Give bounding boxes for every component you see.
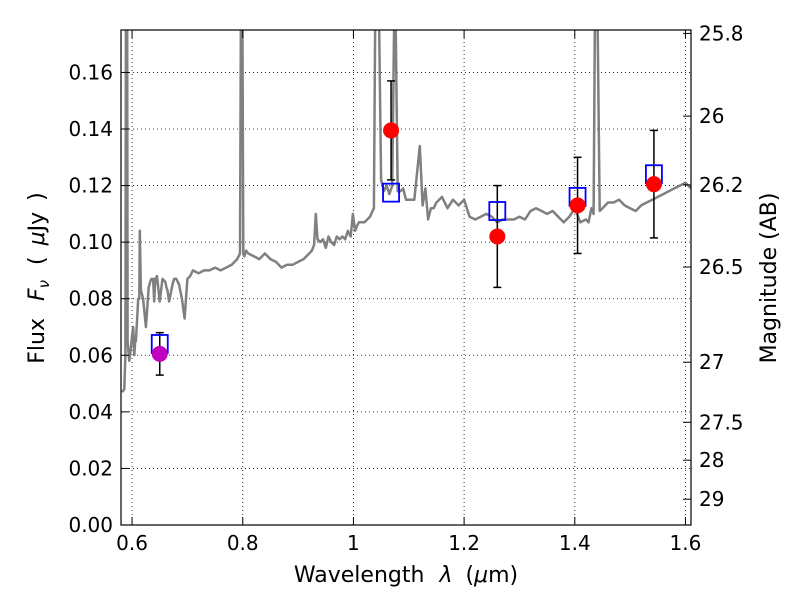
y-tick-label: 0.02 — [68, 456, 113, 480]
y-tick-label: 0.10 — [68, 230, 113, 254]
x-axis-label-text: Wavelength — [294, 563, 425, 588]
x-tick-label: 1.6 — [670, 531, 702, 555]
y-tick-label: 0.12 — [68, 174, 113, 198]
y-axis-label-unit-mu: μ — [25, 231, 50, 246]
magnitude-axis-label: Magnitude (AB) — [757, 193, 782, 364]
y-tick-label: 0.08 — [68, 287, 113, 311]
plot-frame — [120, 29, 692, 526]
model-spectrum-line — [121, 30, 691, 393]
x-axis-ticks: 0.6 0.8 1 1.2 1.4 1.6 — [116, 30, 701, 555]
y-axis-label-unit-open: ( — [25, 256, 50, 265]
y-axis-ticks: 0.00 0.02 0.04 0.06 0.08 0.10 0.12 0.14 0.16 — [68, 60, 129, 537]
magnitude-axis-ticks: 25.8 26 26.2 26.5 27 27.5 28 29 — [683, 21, 744, 511]
grid-lines — [121, 30, 691, 526]
magnitude-tick-label: 26.5 — [699, 255, 744, 279]
magnitude-tick-label: 29 — [699, 487, 724, 511]
y-axis-label-text: Flux — [25, 318, 50, 364]
model-photometry-square — [488, 201, 507, 221]
magnitude-tick-label: 26 — [699, 104, 724, 128]
y-axis-label-sub: ν — [35, 280, 53, 288]
observed-point — [489, 228, 506, 245]
x-tick-label: 0.8 — [227, 531, 259, 555]
y-axis-label: Flux Fν ( μJy ) — [25, 192, 55, 363]
y-tick-label: 0.16 — [68, 60, 113, 84]
x-axis-label-unit-mu: μ — [473, 563, 488, 588]
model-photometry-squares — [150, 164, 663, 354]
x-axis-label-unit-open: ( — [465, 563, 474, 588]
observed-point — [645, 176, 662, 193]
y-tick-label: 0.00 — [68, 513, 113, 537]
magnitude-tick-label: 28 — [699, 448, 724, 472]
x-tick-label: 1.4 — [559, 531, 591, 555]
observed-points — [151, 122, 662, 362]
x-tick-label: 1 — [347, 531, 360, 555]
observed-point — [383, 122, 400, 139]
y-axis-label-unit-close: ) — [25, 192, 50, 201]
x-axis-label-unit-rest: m) — [488, 563, 518, 588]
y-tick-label: 0.04 — [68, 400, 113, 424]
x-tick-label: 0.6 — [116, 531, 148, 555]
model-spectrum-layer — [121, 30, 691, 393]
y-axis-label-unit-rest: Jy — [25, 212, 50, 234]
model-photometry-square — [382, 182, 400, 203]
x-axis-label: Wavelength λ (μm) — [294, 563, 518, 588]
magnitude-tick-label: 26.2 — [699, 173, 744, 197]
y-tick-label: 0.14 — [68, 117, 113, 141]
error-bars — [155, 80, 658, 376]
x-tick-label: 1.2 — [448, 531, 480, 555]
y-axis-label-symbol: F — [25, 288, 50, 301]
x-axis-label-symbol: λ — [438, 563, 452, 588]
y-tick-label: 0.06 — [68, 343, 113, 367]
magnitude-tick-label: 25.8 — [699, 21, 744, 45]
magnitude-tick-label: 27.5 — [699, 410, 744, 434]
magnitude-tick-label: 27 — [699, 350, 724, 374]
observed-point — [151, 345, 168, 362]
observed-point — [569, 197, 586, 214]
